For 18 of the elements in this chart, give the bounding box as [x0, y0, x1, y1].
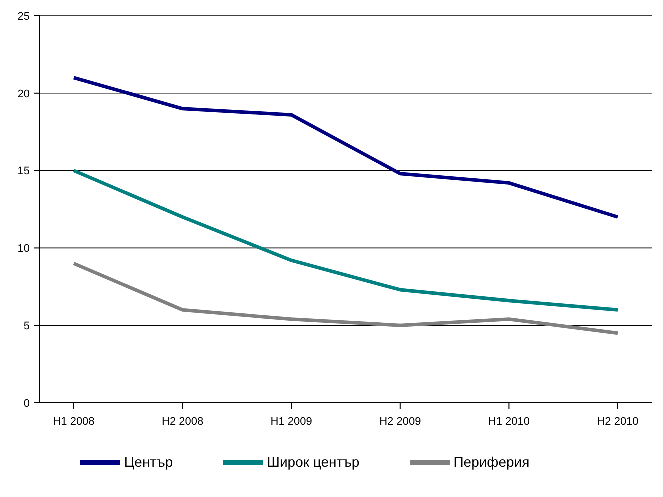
- y-tick-label: 10: [18, 243, 30, 256]
- x-tick-label: H2 2009: [380, 416, 422, 428]
- x-tick-label: H2 2008: [162, 416, 204, 428]
- y-tick-label: 25: [18, 10, 30, 23]
- x-tick-label: H1 2008: [53, 416, 95, 428]
- y-tick-label: 15: [18, 166, 30, 178]
- legend-label: Център: [124, 454, 174, 470]
- line-series: [72, 262, 620, 336]
- y-tick-label: 20: [18, 88, 30, 100]
- x-tick-label: H1 2010: [488, 416, 530, 428]
- legend-label: Широк център: [267, 454, 360, 470]
- y-tick-label: 0: [24, 398, 30, 410]
- line-series: [72, 76, 620, 219]
- y-tick-label: 5: [24, 320, 30, 333]
- line-series: [72, 169, 620, 312]
- x-tick-label: H2 2010: [597, 416, 639, 428]
- legend-label: Периферия: [454, 454, 530, 470]
- x-tick-label: H1 2009: [270, 416, 312, 428]
